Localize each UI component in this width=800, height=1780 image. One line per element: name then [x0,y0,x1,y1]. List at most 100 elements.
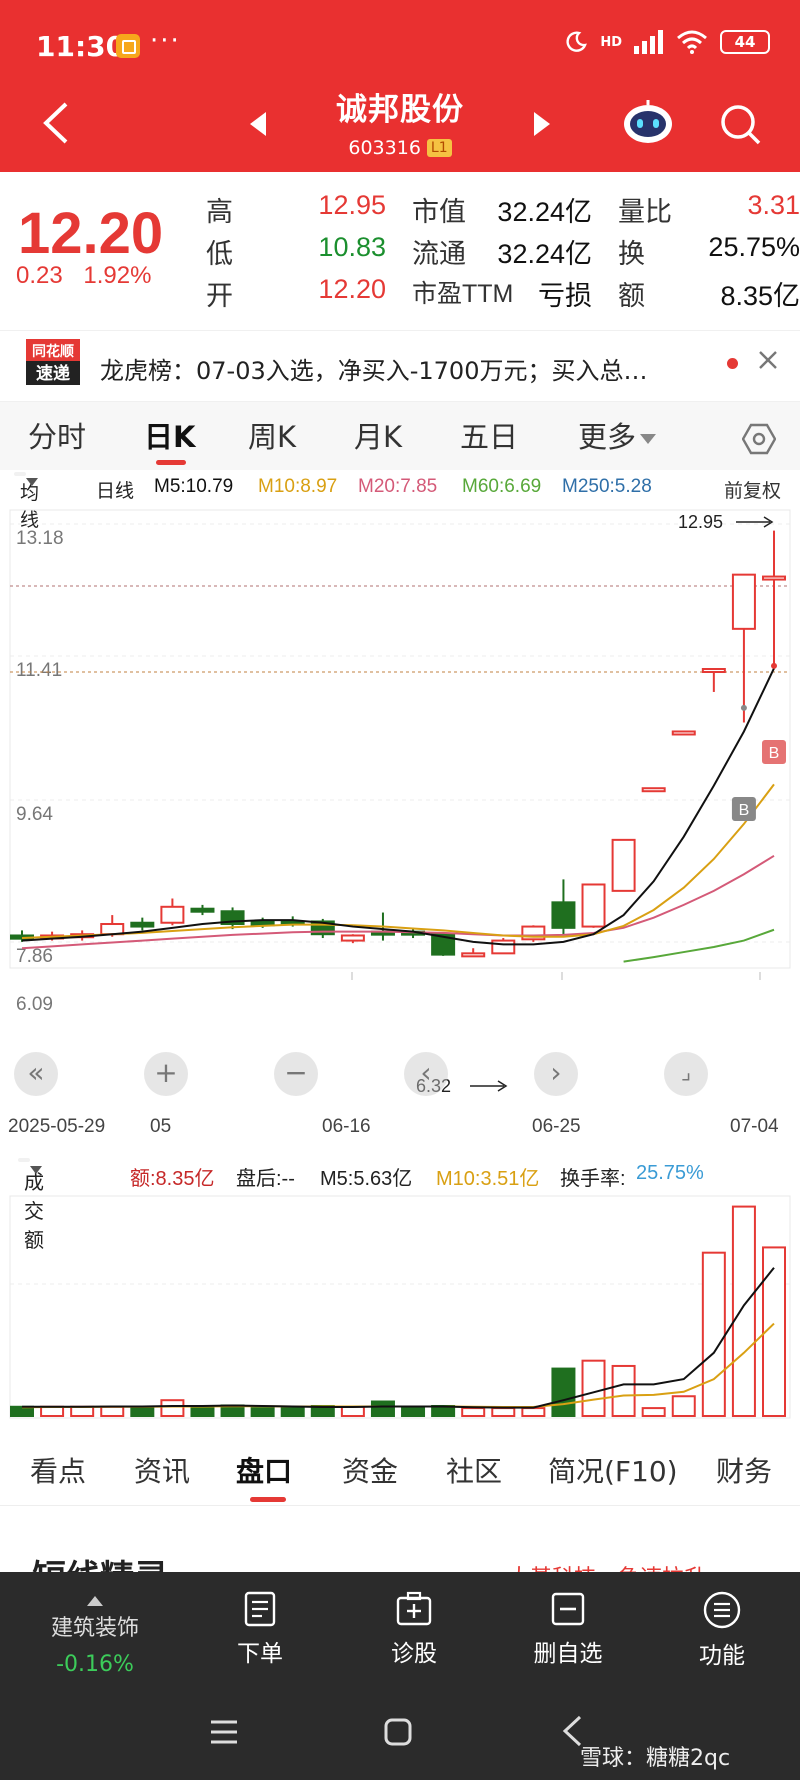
status-icons: HD 44 [564,30,770,54]
ticker-text[interactable]: 龙虎榜：07-03入选，净买入-1700万元；买入总… [100,357,648,385]
chevron-down-icon [640,434,657,444]
tab-intraday[interactable]: 分时 [28,420,87,454]
section-link[interactable]: 大基科技，急速拉升 › [508,1560,722,1572]
high-arrow-head [763,516,774,528]
volume-bar [762,1246,786,1418]
tab-news[interactable]: 资讯 [134,1455,191,1488]
ma-selector[interactable]: 均线 [14,472,39,531]
active-tab-indicator [250,1497,286,1502]
volume-selector[interactable]: 成交额 [18,1158,44,1252]
volume-bar [100,1405,125,1417]
ma20-value: M20:7.85 [358,476,438,497]
tab-highlights[interactable]: 看点 [30,1455,87,1488]
wifi-icon [677,30,707,54]
pe-label: 市盈TTM [412,280,514,308]
volume-m5: M5:5.63亿 [320,1168,413,1190]
float-cap-label: 流通 [412,239,466,269]
tab-f10[interactable]: 简况(F10) [548,1455,678,1488]
news-ticker[interactable]: 同花顺 速递 龙虎榜：07-03入选，净买入-1700万元；买入总… [0,330,800,402]
volume-bar [671,1395,696,1417]
ticker-logo-icon: 同花顺 速递 [26,339,80,385]
volume-bar [250,1407,275,1418]
turnover-rate-value: 25.75% [636,1162,704,1184]
remove-watchlist-label: 删自选 [533,1641,603,1667]
settings-icon[interactable] [742,422,776,456]
remove-icon [551,1592,585,1626]
diagnose-icon [396,1591,432,1626]
zoom-out-left-button[interactable]: « [14,1052,58,1096]
diagnose-button[interactable]: 诊股 [364,1590,464,1668]
chart-svg[interactable]: 13.18 11.41 9.64 7.86 6.09 12.95 6.32 B B 2025-05… [0,506,800,1146]
low-value: 10.83 [318,232,386,262]
scroll-right-button[interactable]: › [534,1052,578,1096]
status-bar: 11:30 ··· HD 44 [0,0,800,90]
candle-body [461,952,486,958]
candle-body [190,907,215,913]
next-stock-icon[interactable] [534,112,550,136]
volume-frame [9,1195,791,1419]
zoom-in-button[interactable]: + [144,1052,188,1096]
tab-finance[interactable]: 财务 [716,1455,773,1488]
back-icon[interactable] [38,100,76,146]
robot-assistant-icon[interactable] [622,98,674,146]
scroll-left-button[interactable]: ‹ [404,1052,448,1096]
home-icon[interactable] [382,1716,414,1748]
order-button[interactable]: 下单 [210,1590,310,1668]
plot-frame [9,509,791,969]
ma-legend: 均线 日线 M5:10.79 M10:8.97 M20:7.85 M60:6.6… [0,470,800,531]
sector-widget[interactable]: 建筑装饰 -0.16% [40,1596,150,1677]
volume-bar [731,1205,756,1417]
kline-chart[interactable]: 13.18 11.41 9.64 7.86 6.09 12.95 6.32 B B 2025-05… [0,506,800,1146]
remove-watchlist-button[interactable]: 删自选 [518,1590,618,1668]
volume-bar [280,1407,305,1418]
close-icon[interactable] [756,348,780,372]
zoom-out-button[interactable]: − [274,1052,318,1096]
tab-five-day[interactable]: 五日 [460,420,519,454]
diagnose-label: 诊股 [391,1641,437,1667]
volume-chart[interactable] [0,1194,800,1428]
stock-code: 603316 [348,137,421,159]
candle-body [431,933,456,956]
volume-selector-label: 成交额 [24,1172,44,1252]
tab-order-book[interactable]: 盘口 [236,1455,293,1488]
prev-stock-icon[interactable] [250,112,266,136]
adjust-mode[interactable]: 前复权 [724,481,782,502]
change-amount: 0.23 [16,262,63,289]
ma60-line [623,928,775,963]
menu-icon [703,1591,741,1629]
y-tick-label: 6.09 [16,994,53,1015]
back-nav-icon[interactable] [560,1714,584,1748]
order-icon [244,1591,276,1627]
tab-community[interactable]: 社区 [446,1455,503,1488]
buy-marker-2-label: B [769,745,780,762]
search-icon[interactable] [718,102,762,146]
quote-panel: 12.20 0.23 1.92% 高 12.95 低 10.83 开 12.20… [0,172,800,322]
tab-monthly-k[interactable]: 月K [354,420,403,454]
sector-change: -0.16% [56,1652,134,1677]
volume-bar [130,1407,155,1418]
sector-name: 建筑装饰 [50,1616,139,1641]
turnover-label: 换 [618,239,645,269]
active-tab-indicator [156,460,186,465]
volume-bar [551,1367,576,1418]
volume-bar [40,1405,65,1417]
ma10-line [21,783,775,940]
fullscreen-button[interactable]: ⌟ [664,1052,708,1096]
y-tick-label: 13.18 [16,528,64,549]
tab-capital[interactable]: 资金 [342,1455,399,1488]
tab-more[interactable]: 更多 [578,414,657,456]
volume-bar [521,1407,546,1418]
volume-bar [491,1407,516,1418]
open-value: 12.20 [318,274,386,304]
tab-daily-k[interactable]: 日K [144,420,196,454]
unread-dot [727,358,738,369]
market-cap-label: 市值 [412,197,466,227]
x-tick-label: 06-16 [322,1116,371,1137]
tab-weekly-k[interactable]: 周K [248,420,297,454]
volume-amount: 额:8.35亿 [130,1168,215,1190]
ma10-value: M10:8.97 [258,476,338,497]
functions-button[interactable]: 功能 [672,1590,772,1670]
title-block: 诚邦股份 603316 L1 [0,84,800,159]
recent-apps-icon[interactable] [208,1718,240,1746]
chevron-down-icon [26,478,38,486]
